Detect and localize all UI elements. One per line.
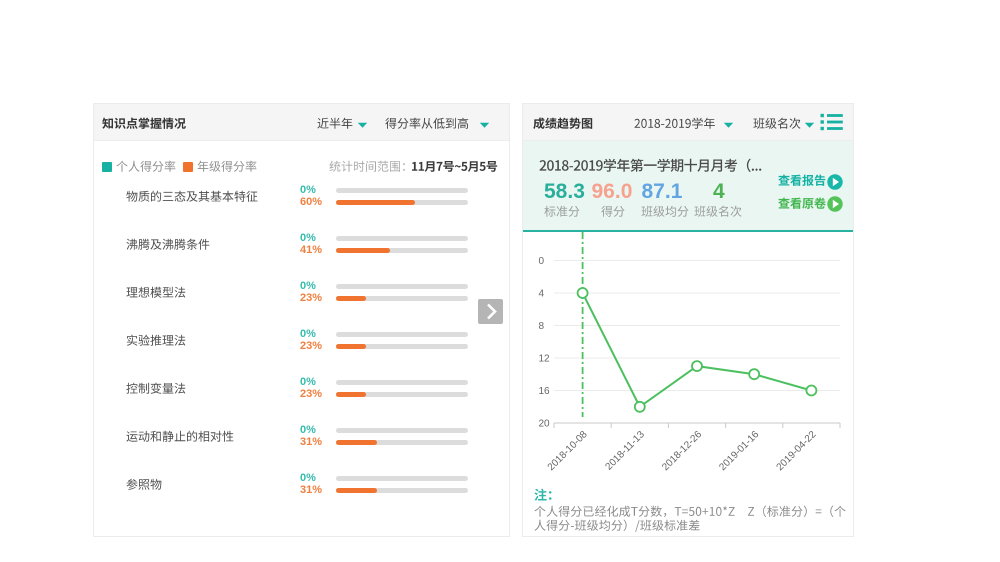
svg-text:4: 4 <box>539 289 545 300</box>
svg-text:2018-10-08: 2018-10-08 <box>546 429 590 472</box>
svg-text:2018-11-13: 2018-11-13 <box>603 429 647 472</box>
svg-text:16: 16 <box>539 386 551 397</box>
svg-text:2018-12-26: 2018-12-26 <box>660 429 704 472</box>
svg-text:20: 20 <box>539 419 551 430</box>
svg-text:0: 0 <box>539 256 545 267</box>
svg-text:2019-01-16: 2019-01-16 <box>717 429 761 472</box>
svg-text:8: 8 <box>539 321 545 332</box>
svg-text:2019-04-22: 2019-04-22 <box>775 429 819 472</box>
svg-text:12: 12 <box>539 354 551 365</box>
